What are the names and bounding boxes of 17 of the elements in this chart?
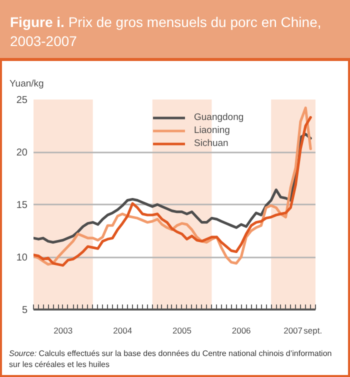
y-tick-label: 5 [22, 305, 28, 316]
y-axis-title: Yuan/kg [10, 78, 44, 90]
x-tick-label: 2004 [113, 326, 132, 336]
x-tick-label: 2003 [54, 326, 73, 336]
x-tick-label: sept. [304, 326, 322, 336]
legend-label: Sichuan [194, 137, 228, 150]
y-tick-label: 25 [16, 95, 28, 106]
x-tick-label: 2006 [232, 326, 252, 336]
legend-label: Guangdong [194, 111, 244, 124]
x-tick-label: 2007 [284, 326, 303, 336]
y-tick-label: 10 [16, 252, 28, 264]
source-note: Source: Calculs effectués sur la base des données du Centre national chinois d’information sur les céréales et les huiles [8, 348, 333, 371]
legend-label: Liaoning [194, 124, 230, 137]
x-tick-label: 2005 [172, 326, 192, 336]
y-tick-label: 15 [16, 200, 28, 211]
y-tick-label: 20 [16, 148, 28, 158]
chart-title: Figure i. Prix de gros mensuels du porc en Chine, 2003-2007 [0, 0, 350, 58]
